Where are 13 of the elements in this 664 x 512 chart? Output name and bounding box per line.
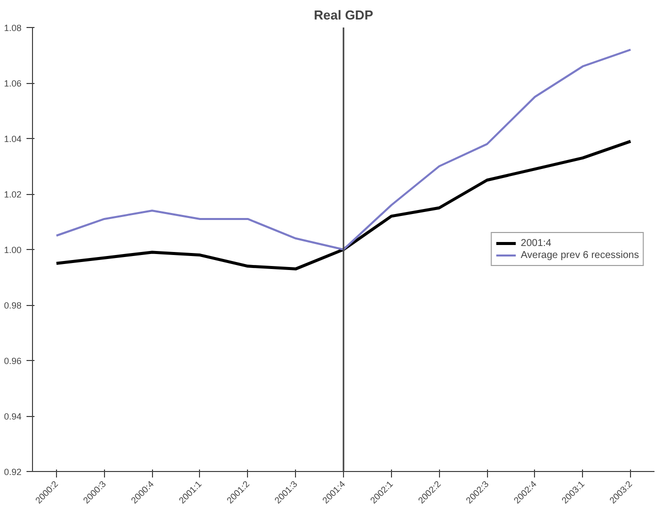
y-tick-label: 1.00 — [4, 245, 22, 255]
y-tick-label: 0.94 — [4, 412, 22, 422]
legend-label: 2001:4 — [520, 237, 552, 249]
y-tick-label: 1.08 — [4, 23, 22, 33]
y-tick-label: 0.92 — [4, 467, 22, 477]
y-tick-label: 1.06 — [4, 78, 22, 88]
chart-title: Real GDP — [314, 8, 374, 22]
y-tick-label: 0.96 — [4, 356, 22, 366]
line-series — [55, 48, 632, 250]
y-tick-label: 0.98 — [4, 300, 22, 310]
y-tick-label: 1.04 — [4, 134, 22, 144]
legend-label: Average prev 6 recessions — [520, 249, 639, 261]
y-tick-label: 1.02 — [4, 190, 22, 200]
